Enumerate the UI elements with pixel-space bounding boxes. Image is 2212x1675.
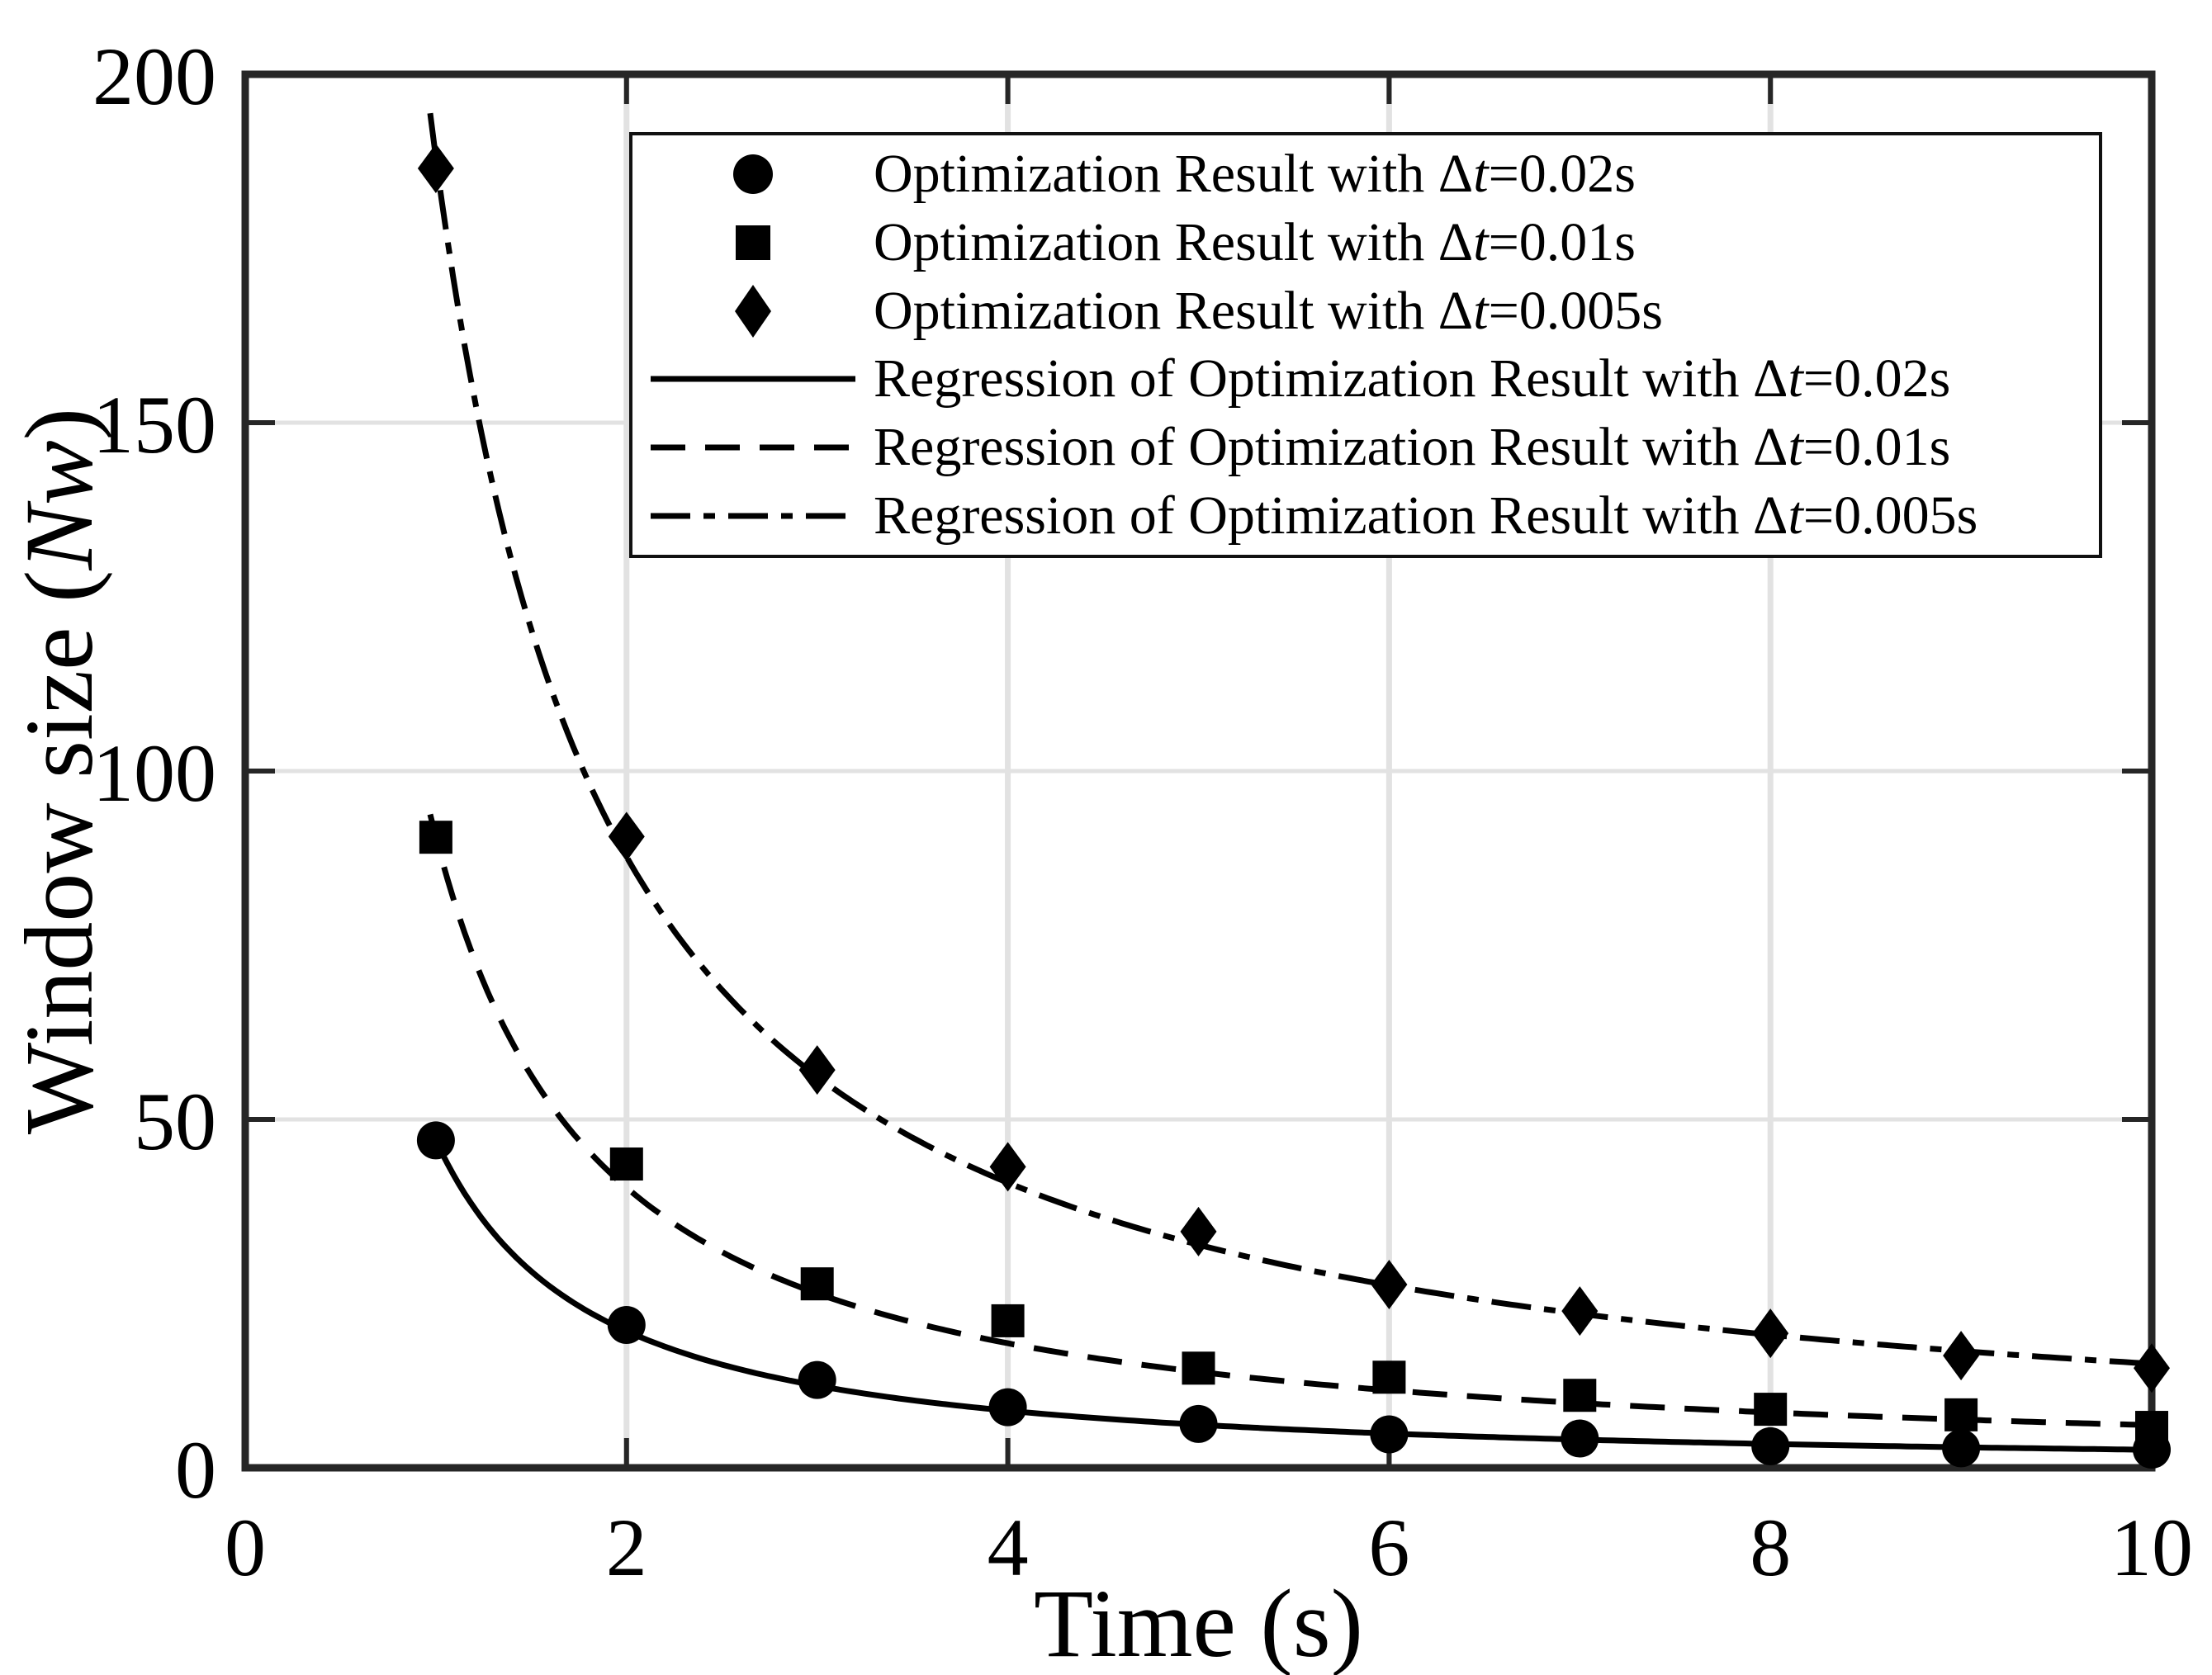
data-point-diamond bbox=[798, 1045, 836, 1095]
data-point-square bbox=[800, 1267, 834, 1301]
dashdot-line-icon bbox=[632, 481, 874, 551]
y-tick-label: 200 bbox=[92, 31, 216, 122]
y-tick-label: 0 bbox=[175, 1424, 216, 1516]
data-point-diamond bbox=[2134, 1343, 2170, 1393]
legend-entry: Regression of Optimization Result with Δ… bbox=[632, 481, 2099, 550]
diamond-marker-icon bbox=[632, 277, 874, 346]
y-axis-label: Window size (Nw) bbox=[5, 408, 113, 1134]
legend-entry: Regression of Optimization Result with Δ… bbox=[632, 345, 2099, 414]
regression-curve-dashdot bbox=[427, 112, 2153, 1367]
legend-entry: Optimization Result with Δt=0.01s bbox=[632, 209, 2099, 277]
data-point-diamond bbox=[1561, 1286, 1599, 1337]
x-axis-label-text: Time (s) bbox=[1034, 1569, 1363, 1675]
y-axis-label-pre: Window size ( bbox=[5, 570, 113, 1135]
data-point-circle bbox=[1942, 1429, 1981, 1468]
y-axis-label-post: ) bbox=[5, 407, 113, 441]
dashed-line-icon bbox=[632, 413, 874, 482]
data-point-square bbox=[1944, 1398, 1978, 1431]
x-tick-label: 4 bbox=[988, 1502, 1029, 1593]
legend-entry: Optimization Result with Δt=0.005s bbox=[632, 277, 2099, 345]
legend-label: Optimization Result with Δt=0.02s bbox=[874, 144, 1636, 205]
x-tick-label: 0 bbox=[225, 1502, 266, 1593]
data-point-square bbox=[609, 1147, 643, 1181]
data-point-square bbox=[1754, 1393, 1788, 1427]
data-point-circle bbox=[1751, 1427, 1790, 1465]
x-tick-label: 6 bbox=[1368, 1502, 1409, 1593]
data-point-diamond bbox=[1180, 1206, 1217, 1256]
y-tick-label: 50 bbox=[134, 1076, 216, 1167]
data-point-diamond bbox=[989, 1142, 1026, 1192]
data-point-circle bbox=[1179, 1404, 1218, 1443]
data-point-circle bbox=[1561, 1419, 1599, 1458]
data-point-square bbox=[1372, 1360, 1406, 1394]
legend-entry: Optimization Result with Δt=0.02s bbox=[632, 140, 2099, 209]
circle-marker-icon bbox=[632, 140, 874, 209]
data-point-circle bbox=[988, 1388, 1027, 1427]
legend-label: Optimization Result with Δt=0.005s bbox=[874, 280, 1663, 341]
legend-label: Regression of Optimization Result with Δ… bbox=[874, 348, 1951, 409]
regression-curve-dashed bbox=[427, 813, 2153, 1428]
square-marker-icon bbox=[632, 208, 874, 277]
data-point-diamond bbox=[417, 143, 454, 193]
solid-line-icon bbox=[632, 344, 874, 414]
x-tick-label: 8 bbox=[1750, 1502, 1791, 1593]
legend-label: Regression of Optimization Result with Δ… bbox=[874, 485, 1978, 546]
data-point-circle bbox=[607, 1305, 646, 1344]
data-point-square bbox=[1563, 1379, 1597, 1412]
y-axis-label-symbol: Nw bbox=[5, 440, 113, 570]
legend: Optimization Result with Δt=0.02s Optimi… bbox=[629, 132, 2102, 558]
x-tick-label: 10 bbox=[2110, 1502, 2193, 1593]
data-point-diamond bbox=[1752, 1308, 1789, 1359]
data-point-square bbox=[419, 821, 452, 854]
x-axis-label: Time (s) bbox=[245, 1575, 2152, 1673]
data-point-square bbox=[2135, 1411, 2168, 1445]
data-point-square bbox=[991, 1304, 1025, 1337]
y-tick-label: 100 bbox=[92, 727, 216, 819]
legend-entry: Regression of Optimization Result with Δ… bbox=[632, 414, 2099, 482]
regression-curve-solid bbox=[427, 1126, 2153, 1453]
data-point-diamond bbox=[608, 811, 645, 862]
x-tick-label: 2 bbox=[606, 1502, 647, 1593]
data-point-diamond bbox=[1943, 1331, 1980, 1381]
data-point-diamond bbox=[1371, 1260, 1408, 1310]
data-point-square bbox=[1182, 1351, 1215, 1385]
legend-label: Regression of Optimization Result with Δ… bbox=[874, 417, 1951, 478]
legend-label: Optimization Result with Δt=0.01s bbox=[874, 212, 1636, 272]
data-point-circle bbox=[798, 1360, 836, 1399]
data-point-circle bbox=[416, 1121, 455, 1160]
data-point-circle bbox=[1370, 1415, 1409, 1454]
y-tick-label: 150 bbox=[92, 379, 216, 471]
